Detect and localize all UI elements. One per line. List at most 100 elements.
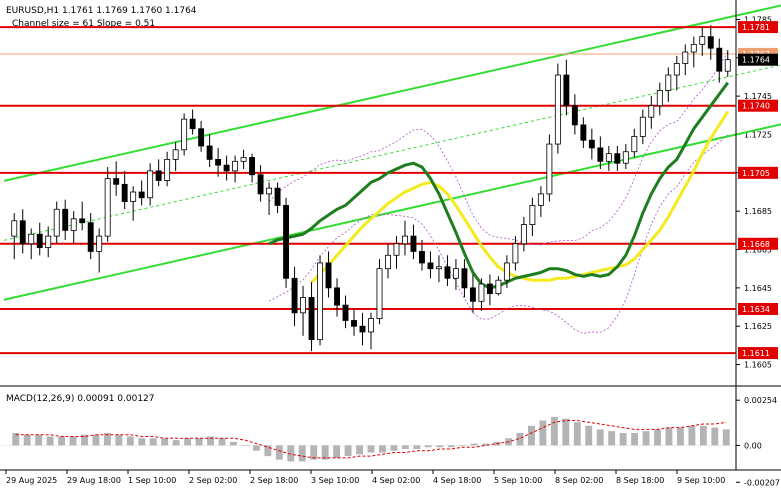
candle-body bbox=[96, 235, 103, 252]
candle bbox=[138, 180, 145, 206]
candle bbox=[503, 255, 510, 288]
candle-body bbox=[291, 277, 298, 314]
macd-bar bbox=[126, 436, 134, 446]
candle bbox=[308, 282, 315, 352]
macd-bar bbox=[424, 445, 432, 448]
macd-bar bbox=[115, 434, 123, 446]
macd-tick-label: 0.00 bbox=[744, 441, 762, 450]
candle-body bbox=[368, 318, 374, 333]
candle bbox=[62, 199, 69, 240]
candle bbox=[436, 255, 442, 283]
candle bbox=[486, 274, 493, 306]
macd-bar bbox=[35, 434, 43, 446]
candle-body bbox=[70, 218, 77, 231]
candle-body bbox=[334, 287, 340, 306]
candle bbox=[104, 167, 111, 242]
candle bbox=[529, 197, 536, 237]
macd-tick-label: -0.00207 bbox=[744, 478, 780, 487]
time-tick-label: 3 Sep 10:00 bbox=[311, 476, 359, 485]
candle bbox=[554, 63, 561, 154]
time-tick-label: 9 Sep 10:00 bbox=[677, 476, 725, 485]
candle bbox=[249, 153, 256, 183]
macd-bar bbox=[298, 445, 306, 462]
candle bbox=[478, 278, 485, 311]
channel-info: Channel size = 61 Slope = 0.51 bbox=[12, 19, 155, 29]
candle-body bbox=[181, 118, 188, 151]
candle-body bbox=[614, 153, 621, 164]
macd-bar bbox=[585, 425, 593, 446]
candle-body bbox=[325, 262, 332, 289]
macd-bar bbox=[516, 432, 524, 446]
macd-bar bbox=[218, 438, 226, 446]
symbol-header: EURUSD,H1 1.1761 1.1769 1.1760 1.1764 bbox=[6, 6, 197, 16]
candle-body bbox=[639, 116, 646, 137]
candle bbox=[716, 38, 723, 83]
candle bbox=[223, 155, 230, 181]
macd-bar bbox=[184, 438, 192, 446]
price-tick-label: 1.1605 bbox=[744, 361, 772, 370]
macd-bar bbox=[12, 432, 20, 446]
macd-bar bbox=[688, 425, 696, 446]
price-tick-label: 1.1645 bbox=[744, 284, 772, 293]
level-label: 1.1740 bbox=[742, 102, 770, 111]
time-tick-label: 2 Sep 18:00 bbox=[250, 476, 298, 485]
macd-bar bbox=[172, 440, 180, 446]
macd-bar bbox=[69, 436, 77, 446]
candle-body bbox=[699, 36, 706, 45]
candle bbox=[724, 50, 731, 77]
candle bbox=[359, 312, 366, 346]
candle bbox=[410, 224, 417, 260]
candle bbox=[206, 134, 213, 168]
candle-body bbox=[53, 208, 60, 237]
candle bbox=[520, 216, 527, 252]
candle bbox=[597, 136, 604, 169]
candle bbox=[198, 121, 205, 152]
candle bbox=[283, 197, 290, 288]
macd-bar bbox=[654, 429, 661, 446]
candle bbox=[427, 251, 434, 279]
macd-bar bbox=[333, 445, 341, 458]
candle bbox=[622, 144, 629, 169]
candle bbox=[189, 109, 196, 135]
candle bbox=[257, 165, 264, 202]
macd-bar bbox=[252, 445, 260, 451]
macd-bar bbox=[390, 445, 398, 451]
candle bbox=[580, 117, 587, 148]
candle-body bbox=[376, 268, 383, 319]
candle-body bbox=[198, 128, 205, 147]
candle-body bbox=[554, 74, 561, 145]
candle-body bbox=[622, 151, 629, 164]
candle-body bbox=[512, 243, 519, 264]
candle-body bbox=[580, 124, 587, 141]
candle-body bbox=[62, 208, 69, 231]
candle-body bbox=[385, 254, 391, 270]
candle-body bbox=[461, 268, 468, 289]
candle bbox=[419, 239, 425, 271]
candle-body bbox=[478, 283, 485, 302]
level-label: 1.1705 bbox=[742, 169, 770, 178]
main-pane: 1.17851.17651.17451.17251.17051.16851.16… bbox=[0, 4, 781, 370]
macd-bar bbox=[287, 445, 295, 462]
candle bbox=[639, 109, 646, 145]
macd-bar bbox=[447, 445, 455, 448]
candle-body bbox=[300, 297, 306, 314]
macd-bar bbox=[275, 445, 283, 460]
macd-bar bbox=[367, 445, 375, 453]
candle bbox=[113, 161, 120, 196]
candle-body bbox=[79, 218, 86, 224]
macd-bar bbox=[379, 445, 386, 453]
macd-bar bbox=[642, 431, 650, 446]
candle-body bbox=[588, 139, 595, 149]
candle-body bbox=[537, 193, 544, 206]
macd-bar bbox=[413, 445, 421, 449]
candle-body bbox=[503, 262, 510, 281]
candle-body bbox=[223, 164, 230, 172]
candle-body bbox=[682, 51, 689, 64]
macd-bar bbox=[103, 432, 111, 446]
price-tick-label: 1.1785 bbox=[744, 15, 772, 24]
level-tag bbox=[738, 347, 778, 360]
candle bbox=[546, 134, 553, 202]
candle bbox=[70, 211, 77, 244]
candle-body bbox=[283, 205, 290, 279]
